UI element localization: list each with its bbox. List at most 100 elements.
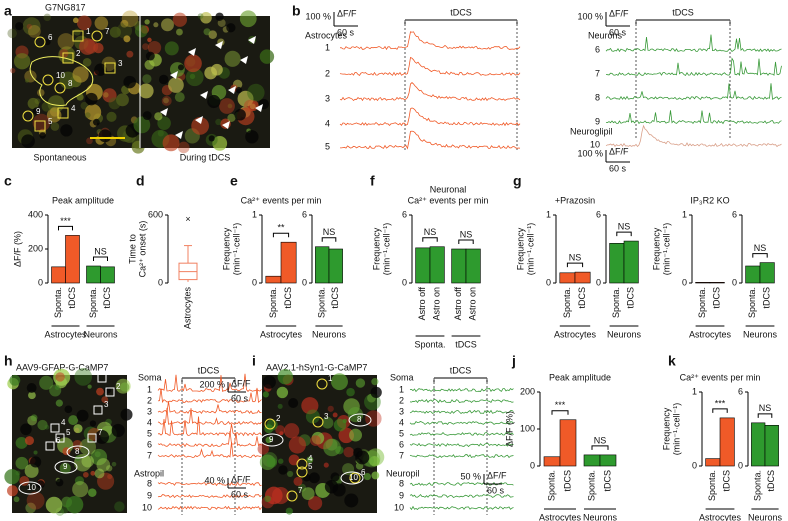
cell-blob [154, 112, 163, 121]
trace [157, 387, 262, 404]
cell-blob [134, 24, 148, 38]
cell-blob [44, 424, 50, 430]
cell-blob [332, 412, 338, 418]
scale-label: 60 s [487, 485, 505, 495]
cell-blob [50, 122, 60, 131]
panel-letter: e [230, 173, 238, 189]
cell-blob [87, 384, 92, 389]
x-tick-label: Astro off [417, 287, 427, 321]
cell-blob [161, 18, 174, 32]
significance-bracket [422, 237, 438, 242]
cell-blob [22, 17, 41, 36]
roi-label: 5 [308, 462, 313, 471]
trace-label: 6 [595, 44, 600, 54]
significance-label: *** [715, 398, 726, 408]
x-tick-label: tDCS [712, 287, 722, 309]
roi-label: 3 [324, 412, 329, 421]
vessel [123, 75, 136, 89]
y-axis-label: Frequency [221, 227, 231, 270]
x-tick-label: tDCS [67, 287, 77, 309]
cell-blob [142, 43, 149, 50]
group-label: Neuroglipil [570, 126, 613, 136]
cell-blob [185, 68, 204, 87]
cell-blob [277, 369, 293, 385]
bar [315, 246, 330, 284]
group-label: Neurons [748, 512, 783, 521]
bar [764, 424, 779, 467]
roi-label: 5 [66, 428, 71, 437]
cell-blob [219, 98, 235, 114]
micrograph [257, 369, 385, 515]
significance-bracket [616, 231, 632, 237]
cell-blob [25, 502, 36, 514]
group-label: Neurons [588, 30, 623, 40]
group-label: Neurons [83, 329, 118, 339]
x-tick-label: Sponta. [88, 287, 98, 318]
trace-label: 8 [147, 478, 152, 488]
cell-blob [123, 35, 131, 43]
roi [62, 52, 74, 64]
cell-blob [65, 495, 84, 514]
panel-letter: a [4, 3, 12, 19]
construct-label: AAV2.1-hSyn1-G-CaMP7 [266, 362, 367, 372]
roi-label: 7 [298, 486, 303, 495]
group-label: Astrocytes [305, 30, 348, 40]
cell-blob [116, 93, 129, 107]
arrowhead [240, 56, 248, 64]
group-label: Neurons [743, 329, 778, 339]
roi-label: 7 [98, 428, 103, 437]
x-tick-label: Astro off [453, 287, 463, 321]
panel-letter: c [4, 173, 12, 189]
cell-blob [4, 469, 20, 485]
roi-label: 4 [71, 104, 76, 113]
cell-blob [323, 462, 329, 468]
y-axis-label: ΔF/F (%) [12, 231, 22, 267]
scale-label: 60 s [609, 163, 627, 173]
y-axis-label: (min⁻¹·cell⁻¹) [661, 223, 671, 276]
trace-label: 1 [147, 384, 152, 394]
bar [745, 265, 761, 284]
y-tick-label: 1 [692, 386, 697, 396]
cell-blob [306, 456, 314, 464]
vessel [39, 132, 46, 139]
trace [157, 373, 262, 392]
trace-label: 9 [595, 116, 600, 126]
cell-blob [366, 448, 385, 466]
cell-blob [288, 436, 306, 454]
panel-letter: g [513, 173, 522, 189]
stimulus-label: tDCS [450, 365, 472, 375]
cell-blob [49, 106, 60, 117]
vessel [370, 386, 382, 398]
cell-blob [86, 137, 93, 145]
cell-blob [7, 28, 17, 39]
vessel [332, 483, 346, 497]
trace [409, 454, 514, 459]
trace-label: 2 [399, 395, 404, 405]
bar [759, 262, 775, 284]
bar [599, 454, 617, 467]
cell-blob [30, 414, 38, 422]
cell-blob [305, 409, 320, 424]
roi [66, 445, 90, 459]
trace-label: 9 [147, 490, 152, 500]
bar [559, 419, 577, 467]
significance-bracket [757, 413, 773, 418]
cell-blob [28, 391, 36, 400]
y-tick-label: 200 [520, 386, 535, 396]
cell-blob [101, 396, 109, 403]
roi [50, 423, 60, 433]
cell-blob [109, 26, 121, 38]
bar [451, 248, 467, 284]
significance-bracket [272, 232, 290, 238]
cell-blob [168, 77, 184, 93]
chart-title: Ca²⁺ events per min [408, 195, 489, 205]
trace [157, 442, 262, 458]
cell-blob [257, 443, 269, 455]
trace [157, 401, 262, 414]
cell-blob [94, 468, 105, 479]
significance-label: NS [594, 435, 607, 445]
cell-blob [27, 97, 39, 110]
cell-blob [243, 99, 256, 112]
y-tick-label: 0 [732, 277, 737, 287]
vessel [98, 129, 112, 143]
